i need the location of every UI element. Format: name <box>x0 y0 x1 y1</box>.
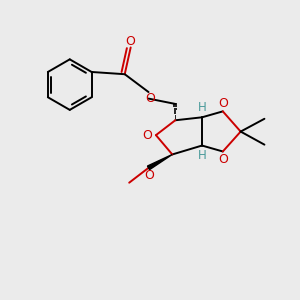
Text: H: H <box>198 149 206 162</box>
Text: O: O <box>218 153 228 166</box>
Text: O: O <box>142 129 152 142</box>
Polygon shape <box>148 154 172 169</box>
Text: O: O <box>145 92 155 105</box>
Text: O: O <box>218 97 228 110</box>
Text: H: H <box>198 101 206 114</box>
Text: O: O <box>126 35 136 48</box>
Text: O: O <box>144 169 154 182</box>
